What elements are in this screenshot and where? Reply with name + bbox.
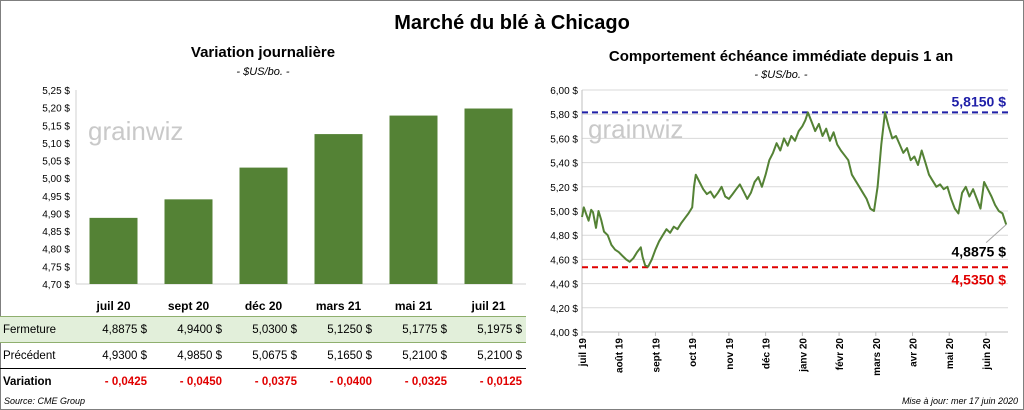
bar-mars-21 [314,134,363,284]
bar-sept-20 [164,199,213,284]
table-cell: - 0,0425 [104,375,147,388]
row-label: Fermeture [0,316,76,343]
bar-y-tick-label: 5,15 $ [42,121,70,132]
last-value-label: 4,8875 $ [952,244,1007,260]
line-x-tick-label: mars 20 [872,338,883,376]
table-cell: 5,2100 $ [376,342,451,369]
price-series-line [581,111,1008,268]
table-cell: 5,2100 $ [451,342,526,369]
bar-y-tick-label: 5,10 $ [42,139,70,150]
table-cell: 5,0675 $ [226,342,301,369]
table-cell: 4,9850 $ [151,342,226,369]
table-cell: 4,9300 $ [76,342,151,369]
table-cell: - 0,0325 [404,375,447,388]
bar-y-tick-label: 4,85 $ [42,227,70,238]
table-cell: 4,9400 $ [151,316,226,343]
table-cell: - 0,0400 [329,375,372,388]
line-y-tick-label: 5,00 $ [550,207,578,218]
bar-x-tick-label: juil 20 [95,299,130,313]
line-x-tick-label: sept 19 [651,338,662,373]
line-x-tick-label: juil 19 [578,338,589,368]
last-value-leader [985,224,1007,243]
row-variation: Variation - 0,0425 - 0,0450 - 0,0375 - 0,040… [0,369,526,395]
bar-chart-title: Variation journalière [190,44,336,61]
line-x-tick-label: oct 19 [688,338,699,367]
bar-y-tick-label: 4,70 $ [42,280,70,291]
line-x-tick-label: févr 20 [835,338,846,371]
line-y-tick-label: 5,40 $ [550,159,578,170]
line-x-tick-label: août 19 [615,338,626,373]
bar-x-tick-label: sept 20 [168,299,210,313]
bar-y-tick-label: 4,75 $ [42,262,70,273]
line-x-tick-label: avr 20 [909,338,920,367]
bar-y-tick-label: 4,80 $ [42,245,70,256]
line-x-tick-label: janv 20 [798,338,809,373]
bar-déc-20 [239,167,288,284]
line-y-tick-label: 4,60 $ [550,255,578,266]
bar-x-tick-label: mai 21 [395,299,433,313]
bar-y-tick-label: 5,25 $ [42,86,70,97]
price-table: Fermeture 4,8875 $4,9400 $5,0300 $5,1250 … [0,316,526,395]
table-cell: - 0,0375 [254,375,297,388]
bar-x-tick-label: déc 20 [245,299,283,313]
line-x-tick-label: juin 20 [982,338,993,371]
bar-mai-21 [389,115,438,284]
line-watermark-text: grainwiz [588,114,683,144]
bar-juil-21 [464,108,513,284]
line-y-tick-label: 5,80 $ [550,110,578,121]
table-cell: - 0,0125 [479,375,522,388]
line-chart-subtitle: - $US/bo. - [754,69,808,81]
page-title: Marché du blé à Chicago [394,12,630,34]
update-note: Mise à jour: mer 17 juin 2020 [901,396,1018,406]
row-precedent: Précédent 4,9300 $4,9850 $5,0675 $5,1650 … [0,342,526,369]
bar-watermark-text: grainwiz [88,116,183,146]
table-cell: 5,1250 $ [301,316,376,343]
line-y-tick-label: 5,20 $ [550,183,578,194]
row-fermeture: Fermeture 4,8875 $4,9400 $5,0300 $5,1250 … [0,316,526,343]
line-x-tick-label: nov 19 [725,338,736,370]
source-note: Source: CME Group [4,396,86,406]
line-chart: 4,00 $ 4,20 $ 4,40 $ 4,60 $ 4,80 $ 5,00 $ 5,20… [550,86,1008,376]
bar-y-tick-label: 5,05 $ [42,157,70,168]
table-cell: 5,1975 $ [451,316,526,343]
table-cell: 5,1775 $ [376,316,451,343]
bar-y-tick-label: 4,95 $ [42,192,70,203]
bar-chart-subtitle: - $US/bo. - [236,66,290,78]
line-y-tick-label: 5,60 $ [550,134,578,145]
table-cell: 5,1650 $ [301,342,376,369]
line-x-tick-label: déc 19 [762,338,773,370]
bar-chart: grainwiz 4,70 $ 4,75 $ 4,80 $ 4,85 $ 4,90 $ 4,… [42,86,526,313]
line-y-tick-label: 4,40 $ [550,280,578,291]
low-value-label: 4,5350 $ [952,271,1007,287]
high-value-label: 5,8150 $ [952,93,1007,109]
bar-y-tick-label: 4,90 $ [42,209,70,220]
table-cell: - 0,0450 [179,375,222,388]
bar-x-tick-label: juil 21 [470,299,505,313]
row-label: Précédent [0,342,76,369]
line-x-tick-label: mai 20 [945,338,956,370]
line-y-tick-label: 6,00 $ [550,86,578,97]
line-chart-title: Comportement échéance immédiate depuis 1… [608,48,954,65]
bar-juil-20 [89,217,138,284]
table-cell: 4,8875 $ [76,316,151,343]
bar-y-tick-label: 5,00 $ [42,174,70,185]
line-y-tick-label: 4,80 $ [550,231,578,242]
bar-x-tick-label: mars 21 [316,299,362,313]
row-label: Variation [3,375,52,388]
line-y-tick-label: 4,20 $ [550,304,578,315]
bar-y-tick-label: 5,20 $ [42,104,70,115]
line-y-tick-label: 4,00 $ [550,328,578,339]
table-cell: 5,0300 $ [226,316,301,343]
